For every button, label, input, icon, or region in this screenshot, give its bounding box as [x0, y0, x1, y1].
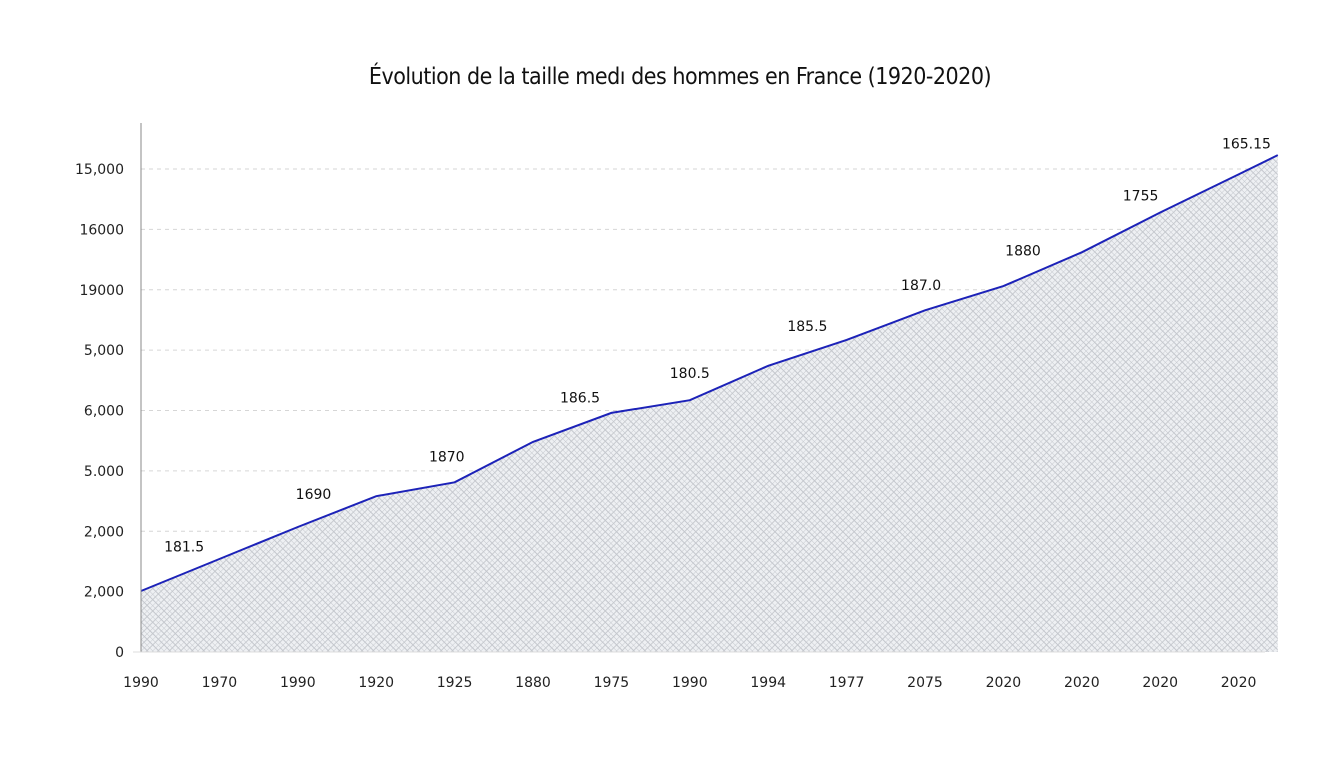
data-label: 1690 [296, 487, 332, 503]
y-tick-label: 15,000 [75, 162, 124, 178]
area-fill [141, 155, 1278, 652]
x-tick-label: 1970 [202, 675, 238, 691]
x-tick-label: 2020 [1221, 675, 1257, 691]
x-tick-label: 1977 [829, 675, 865, 691]
data-label: 1880 [1005, 244, 1041, 260]
y-tick-label: 6,000 [84, 404, 124, 420]
y-tick-label: 0 [115, 645, 124, 661]
y-tick-label: 19000 [79, 283, 124, 299]
y-tick-label: 5.000 [84, 464, 124, 480]
data-label: 180.5 [670, 366, 710, 382]
x-tick-label: 2020 [986, 675, 1022, 691]
data-label: 1870 [429, 450, 465, 466]
axes [133, 123, 1265, 653]
data-label: 181.5 [164, 539, 204, 555]
x-tick-label: 2075 [907, 675, 943, 691]
x-tick-label: 1990 [123, 675, 159, 691]
y-tick-label: 2,000 [84, 585, 124, 601]
area-fill-group [140, 154, 1279, 652]
series-line [140, 154, 1279, 592]
data-label: 186.5 [560, 391, 600, 407]
y-tick-label: 2,000 [84, 524, 124, 540]
x-tick-label: 1990 [280, 675, 316, 691]
x-tick-label: 2020 [1142, 675, 1178, 691]
y-tick-label: 5,000 [84, 343, 124, 359]
x-tick-label: 1925 [437, 675, 473, 691]
x-tick-label: 1975 [594, 675, 630, 691]
x-tick-label: 1994 [750, 675, 786, 691]
y-axis-ticks: 0 2,000 2,000 5.000 6,000 5,000 19000 16000 15,0… [75, 162, 124, 661]
chart-title: Évolution de la taille medı des hommes e… [368, 64, 992, 90]
data-label: 1755 [1123, 188, 1159, 204]
x-tick-label: 1990 [672, 675, 708, 691]
x-tick-label: 1920 [358, 675, 394, 691]
y-tick-label: 16000 [79, 222, 124, 238]
data-labels: 181.5 1690 1870 186.5 180.5 185.5 187.0 1880 175… [164, 137, 1271, 556]
data-label: 185.5 [787, 319, 827, 335]
data-label: 165.15 [1222, 137, 1271, 153]
x-tick-label: 2020 [1064, 675, 1100, 691]
data-label: 187.0 [901, 278, 941, 294]
x-tick-label: 1880 [515, 675, 551, 691]
x-axis-ticks: 1990 1970 1990 1920 1925 1880 1975 1990 1994 1977… [123, 675, 1256, 691]
